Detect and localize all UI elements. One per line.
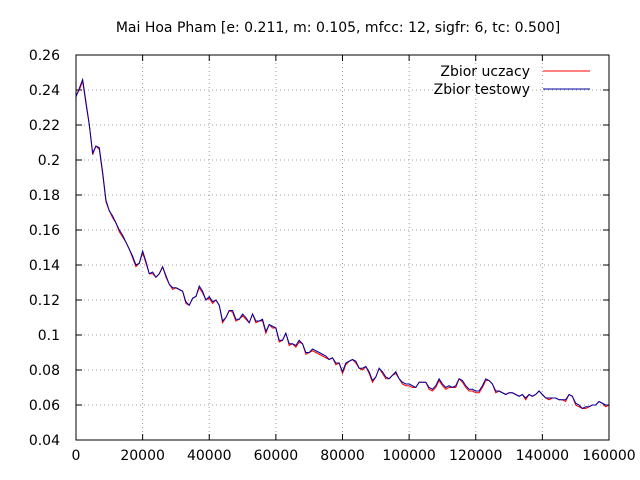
x-tick-label: 60000 — [254, 448, 299, 464]
y-tick-label: 0.04 — [29, 433, 60, 449]
legend-label: Zbior testowy — [434, 82, 530, 98]
plot-frame — [75, 54, 610, 441]
chart-title: Mai Hoa Pham [e: 0.211, m: 0.105, mfcc: … — [116, 20, 560, 36]
y-tick-label: 0.06 — [29, 398, 60, 414]
series-line — [75, 77, 609, 410]
x-tick-label: 0 — [72, 448, 81, 464]
y-tick-label: 0.14 — [29, 258, 60, 274]
x-tick-label: 20000 — [120, 448, 165, 464]
x-tick-label: 120000 — [449, 448, 502, 464]
legend-entry: Zbior uczacy — [440, 64, 590, 80]
y-tick-label: 0.08 — [29, 363, 60, 379]
x-tick-label: 100000 — [382, 448, 435, 464]
x-tick-label: 140000 — [516, 448, 569, 464]
x-tick-label: 40000 — [187, 448, 232, 464]
x-tick-label: 160000 — [582, 448, 635, 464]
series-lines — [75, 77, 610, 410]
x-tick-label: 80000 — [320, 448, 365, 464]
axis-ticks: 0 20000 40000 60000 80000 100000 120000 140000 1… — [29, 48, 636, 464]
y-tick-label: 0.22 — [29, 118, 60, 134]
y-tick-label: 0.26 — [29, 48, 60, 64]
grid — [76, 55, 609, 440]
y-tick-label: 0.12 — [29, 293, 60, 309]
y-tick-label: 0.1 — [38, 328, 60, 344]
legend-label: Zbior uczacy — [440, 64, 530, 80]
legend: Zbior uczacy Zbior testowy — [434, 64, 590, 98]
legend-entry: Zbior testowy — [434, 82, 590, 98]
y-tick-label: 0.18 — [29, 188, 60, 204]
y-tick-label: 0.24 — [29, 83, 60, 99]
y-tick-label: 0.2 — [38, 153, 60, 169]
y-tick-label: 0.16 — [29, 223, 60, 239]
